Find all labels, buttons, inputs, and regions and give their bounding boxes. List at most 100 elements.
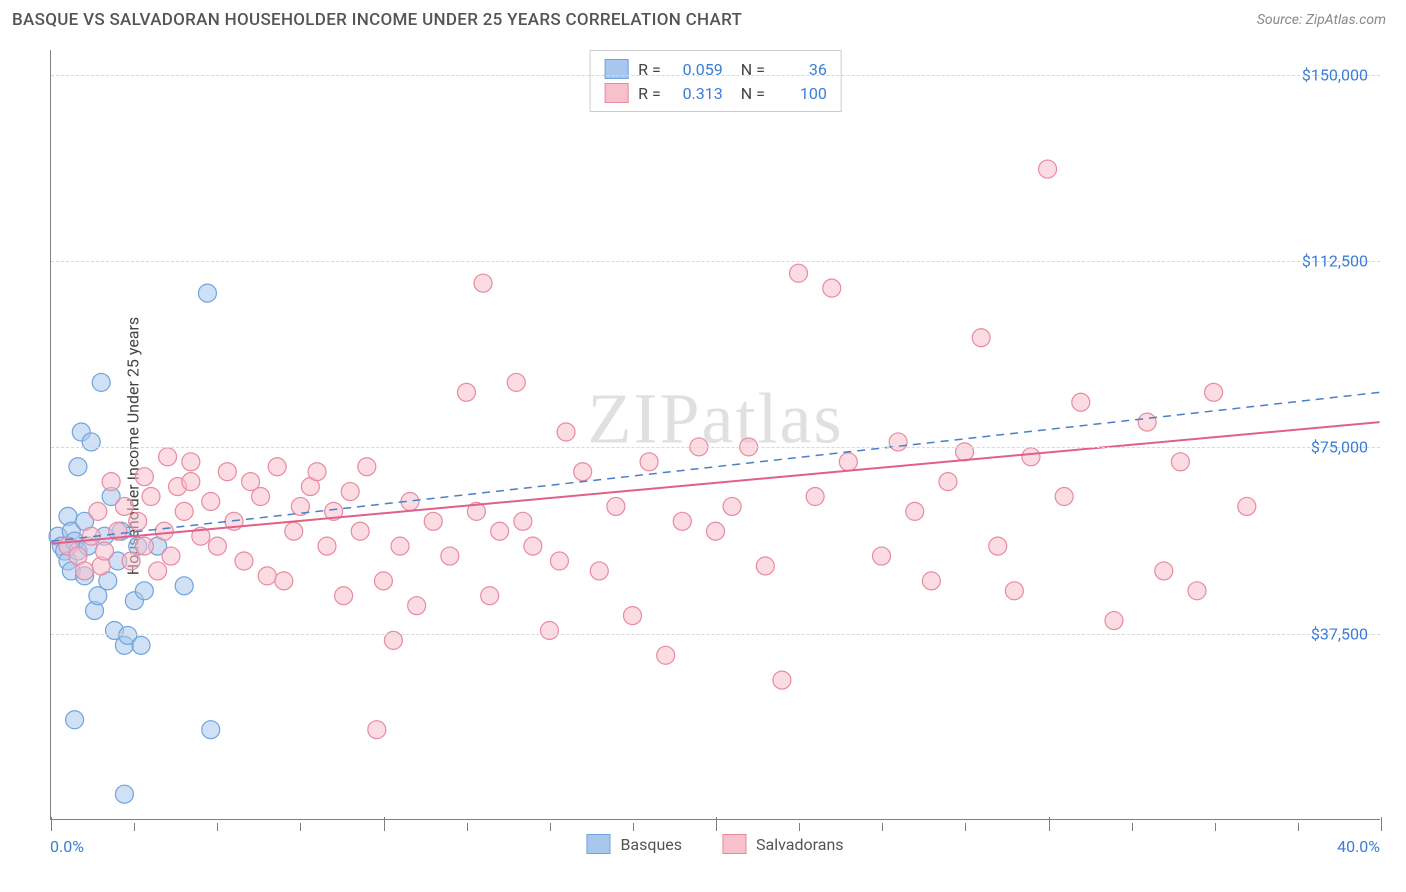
data-point	[550, 552, 568, 570]
correlation-legend: R =0.059 N =36 R = 0.313 N = 100	[589, 50, 842, 112]
data-point	[1188, 582, 1206, 600]
data-point	[96, 542, 114, 560]
data-point	[806, 488, 824, 506]
data-point	[89, 502, 107, 520]
data-point	[1072, 393, 1090, 411]
data-point	[182, 453, 200, 471]
data-point	[424, 512, 442, 530]
data-point	[202, 492, 220, 510]
data-point	[175, 577, 193, 595]
data-point	[218, 463, 236, 481]
legend-series-label: Basques	[620, 835, 682, 854]
x-tick	[965, 823, 966, 831]
chart-title: BASQUE VS SALVADORAN HOUSEHOLDER INCOME …	[12, 10, 742, 30]
data-point	[368, 721, 386, 739]
data-point	[839, 453, 857, 471]
data-point	[275, 572, 293, 590]
data-point	[540, 621, 558, 639]
data-point	[132, 636, 150, 654]
data-point	[391, 537, 409, 555]
x-tick	[51, 817, 52, 831]
data-point	[198, 284, 216, 302]
data-point	[873, 547, 891, 565]
scatter-svg	[51, 50, 1380, 819]
legend-r-label: R =	[638, 84, 661, 103]
data-point	[607, 497, 625, 515]
data-point	[1155, 562, 1173, 580]
x-tick	[300, 823, 301, 831]
data-point	[1005, 582, 1023, 600]
data-point	[707, 522, 725, 540]
data-point	[66, 711, 84, 729]
x-tick	[550, 823, 551, 831]
y-tick-label: $75,000	[1311, 438, 1368, 457]
data-point	[457, 383, 475, 401]
x-tick	[384, 817, 385, 831]
legend-swatch	[722, 834, 746, 854]
data-point	[102, 473, 120, 491]
data-point	[1105, 612, 1123, 630]
data-point	[341, 483, 359, 501]
data-point	[514, 512, 532, 530]
legend-series-item: Basques	[586, 834, 682, 854]
data-point	[155, 522, 173, 540]
x-tick	[467, 823, 468, 831]
data-point	[1205, 383, 1223, 401]
data-point	[441, 547, 459, 565]
data-point	[92, 373, 110, 391]
data-point	[258, 567, 276, 585]
y-tick-label: $112,500	[1302, 252, 1368, 271]
data-point	[182, 473, 200, 491]
x-tick	[1215, 823, 1216, 831]
data-point	[202, 721, 220, 739]
data-point	[491, 522, 509, 540]
legend-swatch	[604, 59, 628, 79]
gridline-h	[51, 634, 1380, 635]
data-point	[285, 522, 303, 540]
legend-r-value: 0.313	[671, 84, 723, 103]
legend-n-value: 100	[775, 84, 827, 103]
data-point	[590, 562, 608, 580]
data-point	[252, 488, 270, 506]
legend-swatch	[604, 83, 628, 103]
data-point	[318, 537, 336, 555]
data-point	[374, 572, 392, 590]
data-point	[756, 557, 774, 575]
x-tick	[633, 823, 634, 831]
data-point	[1055, 488, 1073, 506]
x-tick	[799, 823, 800, 831]
data-point	[557, 423, 575, 441]
legend-n-label: N =	[733, 84, 765, 103]
x-tick	[217, 823, 218, 831]
data-point	[989, 537, 1007, 555]
data-point	[1238, 497, 1256, 515]
data-point	[640, 453, 658, 471]
data-point	[790, 264, 808, 282]
data-point	[115, 785, 133, 803]
x-tick	[1381, 817, 1382, 831]
legend-correlation-row: R =0.059 N =36	[604, 57, 827, 81]
data-point	[1022, 448, 1040, 466]
data-point	[149, 562, 167, 580]
x-tick	[1132, 823, 1133, 831]
data-point	[922, 572, 940, 590]
chart-area: ZIPatlas R =0.059 N =36R =0.313 N =100 $…	[50, 50, 1380, 820]
data-point	[358, 458, 376, 476]
series-legend: Basques Salvadorans	[586, 834, 843, 854]
legend-swatch	[586, 834, 610, 854]
y-tick-label: $37,500	[1311, 624, 1368, 643]
x-tick	[1298, 823, 1299, 831]
data-point	[623, 607, 641, 625]
data-point	[524, 537, 542, 555]
data-point	[135, 537, 153, 555]
data-point	[773, 671, 791, 689]
data-point	[208, 537, 226, 555]
legend-series-item: Salvadorans	[722, 834, 843, 854]
data-point	[723, 497, 741, 515]
chart-header: BASQUE VS SALVADORAN HOUSEHOLDER INCOME …	[0, 0, 1406, 38]
data-point	[76, 562, 94, 580]
data-point	[69, 458, 87, 476]
data-point	[574, 463, 592, 481]
data-point	[823, 279, 841, 297]
x-tick	[134, 823, 135, 831]
